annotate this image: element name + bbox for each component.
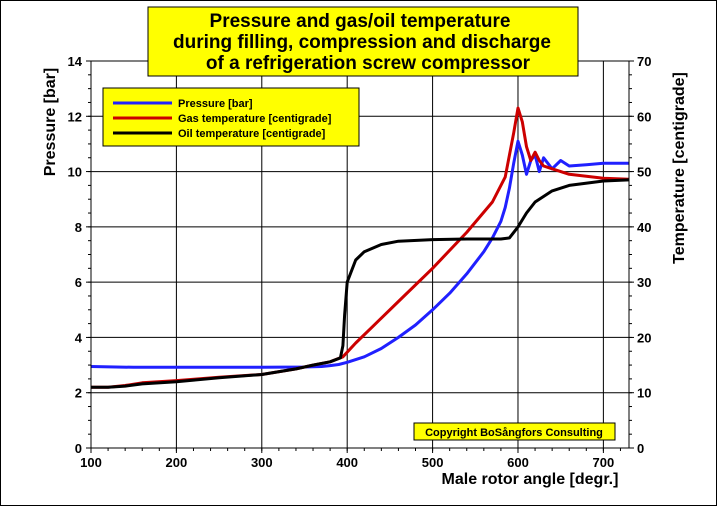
copyright-text: Copyright BoSångfors Consulting	[425, 427, 603, 439]
y-left-tick-label: 6	[75, 275, 82, 290]
legend-label-pressure: Pressure [bar]	[178, 98, 253, 110]
y-left-tick-label: 12	[68, 109, 82, 124]
x-tick-label: 100	[80, 455, 102, 470]
x-axis-title: Male rotor angle [degr.]	[442, 471, 619, 488]
y-right-tick-label: 60	[637, 109, 651, 124]
x-tick-label: 500	[422, 455, 444, 470]
title-line-1: Pressure and gas/oil temperature	[210, 11, 511, 32]
y-axis-right: 0 10 20 30 40 50 60 70	[629, 54, 651, 456]
copyright-box	[413, 422, 616, 441]
grid	[91, 61, 629, 448]
copyright-note: Copyright BoSångfors Consulting	[413, 422, 616, 441]
y-right-tick-label: 70	[637, 54, 651, 69]
legend-label-oil-temperature: Oil temperature [centigrade]	[178, 128, 326, 140]
y-right-tick-label: 50	[637, 165, 651, 180]
title-box	[147, 6, 579, 77]
y-axis-left: 0 2 4 6 8 10 12 14	[68, 54, 91, 456]
y-left-tick-label: 14	[68, 54, 83, 69]
x-axis: 100 200 300 400 500 600 700	[80, 448, 621, 470]
series-oil-temperature	[91, 178, 630, 389]
y-axis-right-title: Temperature [centigrade]	[671, 72, 688, 264]
x-tick-label: 400	[336, 455, 358, 470]
y-right-tick-label: 30	[637, 275, 651, 290]
x-tick-label: 600	[507, 455, 529, 470]
chart-title: Pressure and gas/oil temperature during …	[147, 6, 579, 77]
y-left-tick-label: 10	[68, 165, 82, 180]
legend-label-gas-temperature: Gas temperature [centigrade]	[178, 113, 332, 125]
y-left-tick-label: 0	[75, 441, 82, 456]
y-right-tick-label: 10	[637, 386, 651, 401]
x-tick-label: 700	[593, 455, 615, 470]
y-left-tick-label: 8	[75, 220, 82, 235]
y-right-tick-label: 20	[637, 330, 651, 345]
x-tick-label: 200	[166, 455, 188, 470]
legend-box	[102, 87, 360, 147]
y-left-tick-label: 4	[75, 330, 83, 345]
series-layer	[90, 106, 630, 389]
legend: Pressure [bar] Gas temperature [centigra…	[102, 87, 360, 147]
y-right-tick-label: 40	[637, 220, 651, 235]
y-left-tick-label: 2	[75, 386, 82, 401]
y-axis-left-title: Pressure [bar]	[42, 68, 59, 177]
title-line-2: during filling, compression and discharg…	[173, 32, 551, 53]
title-line-3: of a refrigeration screw compressor	[206, 53, 531, 74]
x-tick-label: 300	[251, 455, 273, 470]
y-right-tick-label: 0	[637, 441, 644, 456]
series-pressure	[90, 139, 629, 369]
